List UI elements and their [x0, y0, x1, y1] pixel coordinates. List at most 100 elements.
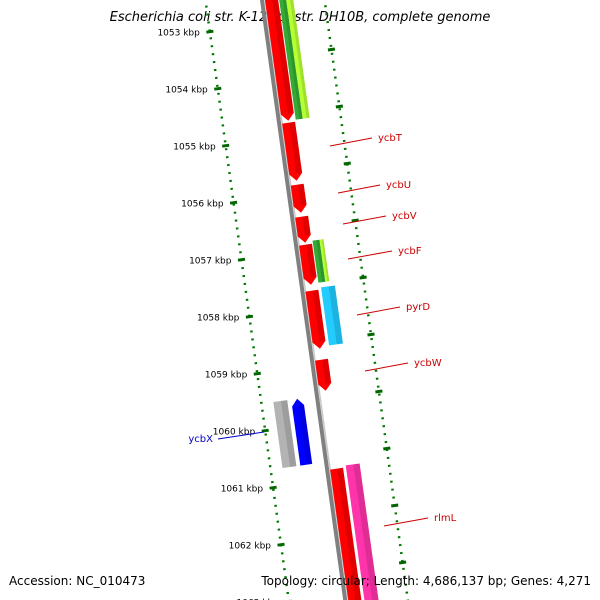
cog-gray-block-body [273, 400, 297, 469]
forward-cds [295, 215, 311, 243]
ruler-tick [277, 542, 285, 547]
gene-label-ycbV-connector [342, 215, 387, 225]
forward-cds-shade [272, 0, 294, 114]
ruler-tick [375, 389, 383, 394]
forward-cds-shade [289, 121, 303, 174]
gene-label-ycbW-connector [364, 362, 409, 372]
forward-cds-shade [312, 289, 326, 342]
cog-lime-block-body [319, 239, 330, 282]
forward-cds-shade [306, 243, 317, 278]
ruler-tick [206, 29, 214, 34]
ruler-label: 1055 kbp [173, 143, 216, 153]
ruler-tick [327, 47, 336, 52]
ruler-dotted-line [204, 0, 290, 600]
ruler-tick [351, 218, 359, 223]
cog-cyan-block-body [321, 285, 343, 346]
forward-cds-body [299, 243, 317, 285]
cog-green-block [312, 239, 326, 283]
forward-cds-body [330, 467, 362, 600]
ruler-layer: 1053 kbp 1054 kbp 1055 kbp 1056 kbp 1057 kbp… [157, 0, 410, 600]
gene-label-ycbU-connector [337, 184, 381, 194]
feature-layer [265, 0, 379, 600]
cog-green-block-body [279, 0, 303, 120]
cog-lime-block-shade [290, 0, 310, 119]
forward-cds-shade [322, 358, 332, 384]
gene-label-ycbT: ycbT [378, 133, 403, 144]
cog-green-block-shade [316, 239, 326, 283]
forward-cds [305, 289, 326, 349]
ruler-label: 1058 kbp [197, 314, 240, 324]
cog-cyan-block-shade [328, 285, 343, 345]
forward-cds [299, 243, 317, 285]
cog-lime-block [319, 239, 330, 282]
genome-backbone [259, 0, 348, 600]
gene-label-rlmL-connector [383, 517, 429, 527]
genome-info-label: Topology: circular; Length: 4,686,137 bp… [261, 574, 591, 588]
ruler-tick [269, 485, 277, 490]
cog-gray-block [273, 400, 297, 469]
ruler-tick [383, 446, 391, 451]
gene-label-ycbX-connector [217, 431, 265, 440]
gene-label-pyrD-connector [356, 306, 401, 316]
ruler-tick [343, 161, 351, 166]
label-layer: ycbT ycbU ycbV ycbF pyrD ycbW ycbX rlmL [188, 133, 457, 527]
gene-label-ycbW: ycbW [414, 358, 442, 369]
ruler-label: 1053 kbp [157, 29, 200, 39]
cog-lime-block-body [286, 0, 310, 119]
ruler-label: 1059 kbp [205, 371, 248, 381]
forward-cds [330, 467, 362, 600]
gene-label-pyrD: pyrD [406, 302, 430, 313]
forward-cds-shade [297, 183, 307, 206]
cog-green-block-body [312, 239, 326, 283]
reverse-cds-shade [298, 404, 313, 465]
ruler-tick [359, 275, 367, 280]
cog-pink-block-shade [353, 463, 379, 600]
ruler-label: 1056 kbp [181, 200, 224, 210]
ruler-tick [221, 143, 230, 148]
forward-cds [265, 0, 294, 121]
ruler-tick [229, 200, 238, 205]
cog-gray-block-shade [280, 400, 297, 467]
gene-label-ycbU: ycbU [386, 180, 411, 191]
ruler-label: 1054 kbp [165, 86, 208, 96]
ruler-tick [398, 560, 407, 565]
forward-cds-shade [302, 215, 311, 236]
forward-cds-body [305, 289, 326, 349]
ruler-tick [214, 86, 222, 91]
map-title: Escherichia coli str. K-12 substr. DH10B… [109, 10, 491, 25]
ruler-label: 1062 kbp [229, 542, 272, 552]
cog-lime-block [286, 0, 310, 119]
ruler-tick [367, 332, 375, 337]
ruler-tick [261, 428, 269, 433]
ruler-dotted-line [323, 0, 410, 600]
forward-cds-shade [337, 467, 362, 600]
forward-cds-body [290, 183, 307, 213]
gene-label-ycbT-connector [329, 137, 373, 147]
cog-pink-block [345, 463, 379, 600]
ruler-label: 1061 kbp [221, 485, 264, 495]
ruler-tick [253, 371, 262, 376]
reverse-cds [292, 398, 313, 466]
cog-cyan-block [321, 285, 343, 346]
forward-cds-body [315, 358, 332, 391]
forward-cds [290, 183, 307, 213]
forward-cds [315, 358, 332, 391]
ruler-label: 1060 kbp [213, 428, 256, 438]
cog-green-block-shade [283, 0, 303, 120]
cog-pink-block-body [345, 463, 379, 600]
gene-label-rlmL: rlmL [434, 513, 457, 524]
forward-cds-body [282, 121, 303, 181]
cog-lime-block-shade [321, 239, 330, 282]
ruler-tick [245, 314, 254, 319]
forward-cds-body [295, 215, 311, 243]
ruler-tick [335, 104, 344, 109]
forward-cds-body [265, 0, 294, 121]
accession-label: Accession: NC_010473 [9, 574, 146, 588]
ruler-tick [237, 257, 246, 262]
reverse-cds-body [292, 398, 313, 466]
gene-label-ycbF: ycbF [398, 246, 422, 257]
ruler-tick [390, 503, 399, 508]
gene-label-ycbV: ycbV [392, 211, 417, 222]
